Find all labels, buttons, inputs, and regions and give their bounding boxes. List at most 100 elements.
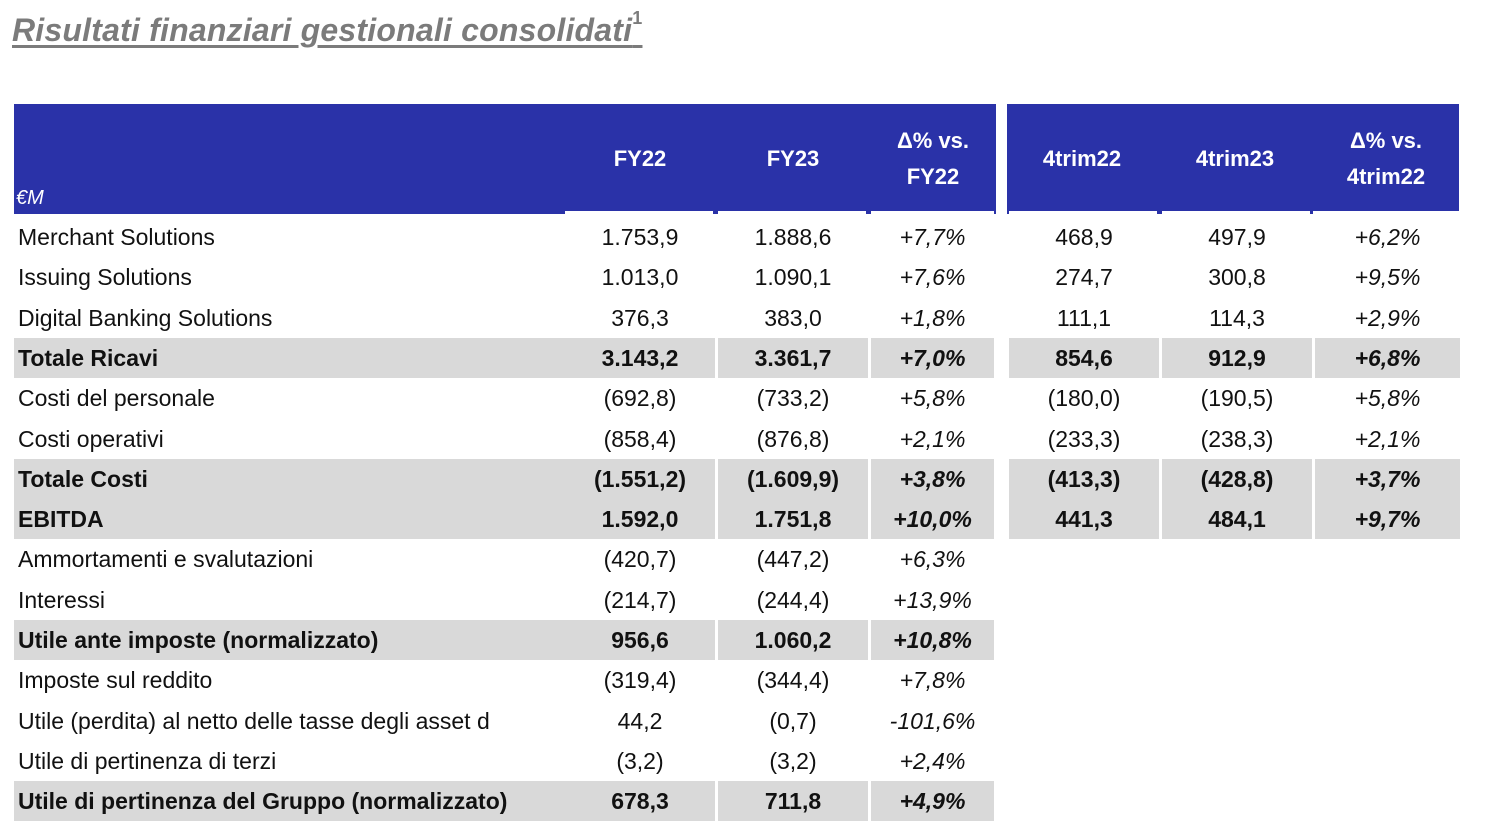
cell-dq [1315,580,1460,620]
cell-label: Imposte sul reddito [18,667,213,694]
cell-label: Totale Ricavi [14,337,566,378]
header-underline-q23 [1162,211,1310,214]
cell-dfy: +1,8% [899,304,966,331]
cell-q23 [1162,620,1312,660]
table-row: EBITDA 1.592,0 1.751,8 +10,0% 441,3 484,1 +9,7… [14,499,1460,540]
cell-fy22: (692,8) [603,385,677,412]
cell-q23 [1162,660,1312,700]
unit-label: €M [16,187,44,209]
cell-dfy: +7,0% [871,337,994,378]
cell-q22: 274,7 [1055,264,1113,291]
cell-label: Costi del personale [18,385,215,412]
cell-fy23: 1.060,2 [718,620,868,660]
cell-fy23: (344,4) [756,667,830,694]
cell-dfy: +7,8% [899,667,966,694]
table-row: Utile di pertinenza di terzi (3,2) (3,2) +2… [14,741,1460,781]
cell-q22 [1009,741,1159,781]
cell-fy23: (447,2) [756,546,830,573]
cell-dfy: +5,8% [899,385,966,412]
col-header-delta-q: Δ% vs. 4trim22 [1313,104,1459,214]
cell-fy23: 1.888,6 [754,224,832,250]
cell-label: Merchant Solutions [18,224,215,250]
cell-label: Interessi [18,586,105,613]
cell-q22: 111,1 [1056,304,1112,331]
cell-q22 [1009,660,1159,700]
cell-label: Totale Costi [14,458,566,499]
col-header-q22-text: 4trim22 [1042,146,1122,171]
cell-fy22: (3,2) [616,747,664,774]
cell-dfy: +10,8% [871,620,994,660]
cell-dq [1315,539,1460,579]
col-header-delta-fy-line2: FY22 [906,164,960,189]
cell-label: Utile di pertinenza di terzi [18,747,277,774]
cell-q23 [1162,701,1312,741]
cell-dq [1315,660,1460,700]
cell-label: EBITDA [14,499,566,540]
cell-q23 [1162,539,1312,579]
col-header-delta-q-line2: 4trim22 [1346,164,1426,189]
cell-fy23: (244,4) [756,586,830,613]
cell-q22: (180,0) [1047,385,1121,412]
cell-fy23: 3.361,7 [718,337,868,378]
table-row: Utile (perdita) al netto delle tasse deg… [14,701,1460,741]
cell-fy23: (3,2) [769,747,817,774]
cell-dfy: +7,6% [899,264,966,291]
cell-q23: (238,3) [1200,425,1274,452]
cell-dq [1315,701,1460,741]
cell-dfy: +13,9% [893,586,972,613]
table-row: Issuing Solutions 1.013,0 1.090,1 +7,6% 274,… [14,257,1460,297]
cell-fy23: 1.090,1 [754,264,832,291]
table-row: Totale Ricavi 3.143,2 3.361,7 +7,0% 854,6 912… [14,337,1460,378]
header-underline-delta-q [1313,211,1459,214]
table-row: Digital Banking Solutions 376,3 383,0 +1,8%… [14,298,1460,338]
cell-q22: 468,9 [1055,224,1113,250]
cell-label: Ammortamenti e svalutazioni [18,546,314,573]
cell-fy22: 376,3 [611,304,669,331]
header-underline-fy23 [718,211,866,214]
cell-dfy: +2,4% [899,747,966,774]
cell-fy22: (1.551,2) [565,458,715,499]
cell-fy23: (733,2) [756,385,830,412]
cell-dq: +6,8% [1315,337,1460,378]
cell-dq: +6,2% [1354,224,1421,250]
cell-fy23: 711,8 [718,781,868,822]
col-header-fy22-text: FY22 [613,146,667,171]
cell-q23 [1162,781,1312,821]
cell-fy23: 1.751,8 [718,499,868,540]
cell-q23 [1162,741,1312,781]
cell-label: Utile di pertinenza del Gruppo (normaliz… [14,781,566,822]
cell-q22: 441,3 [1009,499,1159,540]
table-row: Utile di pertinenza del Gruppo (normaliz… [14,781,1460,822]
cell-q23: 300,8 [1208,264,1266,291]
cell-fy22: (420,7) [603,546,677,573]
cell-q23: 912,9 [1162,337,1312,378]
cell-q22 [1009,539,1159,579]
table-row: Ammortamenti e svalutazioni (420,7) (447,2… [14,539,1460,579]
cell-fy22: (214,7) [603,586,677,613]
table-row: Utile ante imposte (normalizzato) 956,6 1.… [14,620,1460,660]
cell-label: Utile ante imposte (normalizzato) [14,620,566,660]
cell-dq: +2,1% [1354,425,1421,452]
col-header-fy23-text: FY23 [766,146,820,171]
col-header-q23: 4trim23 [1160,104,1310,214]
cell-dq [1315,620,1460,660]
cell-dq: +9,5% [1354,264,1421,291]
cell-q23: (428,8) [1162,458,1312,499]
col-header-fy22: FY22 [565,104,715,214]
cell-dfy: +4,9% [871,781,994,822]
cell-fy22: (319,4) [603,667,677,694]
cell-dfy: +7,7% [899,224,966,250]
cell-dq: +5,8% [1354,385,1421,412]
col-header-fy23: FY23 [718,104,868,214]
cell-fy22: 678,3 [565,781,715,822]
header-underline-fy22 [565,211,713,214]
cell-dfy: -101,6% [889,707,976,734]
cell-q23: 497,9 [1208,224,1266,250]
cell-q22 [1009,701,1159,741]
table-row: Merchant Solutions 1.753,9 1.888,6 +7,7% 468… [14,217,1460,257]
cell-q23 [1162,580,1312,620]
footnote-marker: 1 [632,8,643,28]
page-title: Risultati finanziari gestionali consolid… [12,8,642,49]
cell-q23: 484,1 [1162,499,1312,540]
cell-fy22: 956,6 [565,620,715,660]
